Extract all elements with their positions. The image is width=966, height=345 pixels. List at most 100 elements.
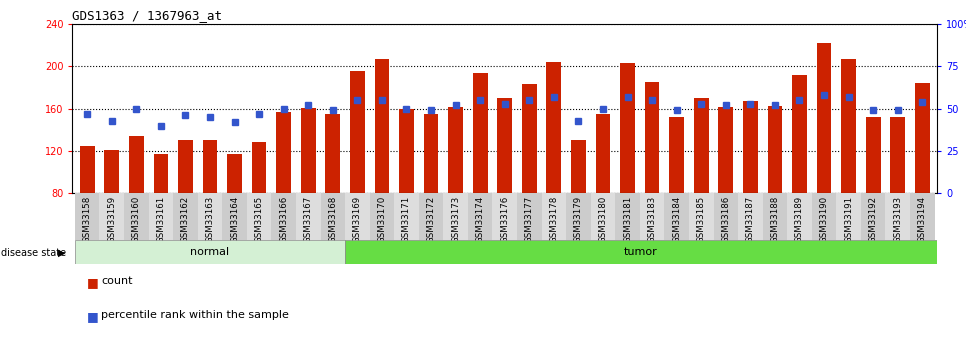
Text: GSM33192: GSM33192 xyxy=(868,196,878,243)
Text: GSM33167: GSM33167 xyxy=(303,196,313,243)
Text: GSM33187: GSM33187 xyxy=(746,196,754,243)
Bar xyxy=(80,146,95,193)
Text: GSM33162: GSM33162 xyxy=(181,196,190,243)
Text: GSM33193: GSM33193 xyxy=(894,196,902,243)
Text: GSM33189: GSM33189 xyxy=(795,196,804,243)
Text: GSM33160: GSM33160 xyxy=(131,196,141,243)
Text: GSM33194: GSM33194 xyxy=(918,196,926,243)
Bar xyxy=(547,62,561,193)
Text: ■: ■ xyxy=(87,276,99,289)
Bar xyxy=(104,150,119,193)
Text: GSM33180: GSM33180 xyxy=(599,196,608,243)
Bar xyxy=(424,114,439,193)
Bar xyxy=(345,240,937,264)
Bar xyxy=(198,193,222,240)
Bar xyxy=(375,59,389,193)
Text: GSM33172: GSM33172 xyxy=(427,196,436,243)
Bar xyxy=(99,193,124,240)
Text: GSM33158: GSM33158 xyxy=(83,196,92,243)
Text: GSM33185: GSM33185 xyxy=(696,196,706,243)
Bar xyxy=(689,193,714,240)
Bar xyxy=(792,75,807,193)
Bar xyxy=(886,193,910,240)
Text: GSM33164: GSM33164 xyxy=(230,196,239,243)
Text: GSM33170: GSM33170 xyxy=(378,196,386,243)
Text: ▶: ▶ xyxy=(58,248,66,257)
Text: GSM33165: GSM33165 xyxy=(255,196,264,243)
Text: normal: normal xyxy=(190,247,230,257)
Text: GSM33188: GSM33188 xyxy=(771,196,780,243)
Text: GSM33183: GSM33183 xyxy=(647,196,657,243)
Bar xyxy=(866,117,881,193)
Bar xyxy=(738,193,762,240)
Text: GSM33186: GSM33186 xyxy=(722,196,730,243)
Bar xyxy=(639,193,665,240)
Bar xyxy=(321,193,345,240)
Bar xyxy=(222,193,247,240)
Bar xyxy=(350,71,365,193)
Text: GSM33178: GSM33178 xyxy=(550,196,558,243)
Bar xyxy=(743,101,757,193)
Bar xyxy=(542,193,566,240)
Bar xyxy=(448,107,463,193)
Bar xyxy=(596,114,611,193)
Bar xyxy=(399,109,413,193)
Bar xyxy=(811,193,837,240)
Bar xyxy=(816,43,832,193)
Bar xyxy=(762,193,787,240)
Bar xyxy=(497,98,512,193)
Text: GSM33174: GSM33174 xyxy=(475,196,485,243)
Bar xyxy=(472,73,488,193)
Text: GSM33169: GSM33169 xyxy=(353,196,362,243)
Bar xyxy=(910,193,934,240)
Text: GSM33173: GSM33173 xyxy=(451,196,460,243)
Bar xyxy=(178,140,193,193)
Bar xyxy=(394,193,419,240)
Text: GSM33176: GSM33176 xyxy=(500,196,509,243)
Text: GSM33171: GSM33171 xyxy=(402,196,411,243)
Bar xyxy=(768,106,782,193)
Text: GSM33181: GSM33181 xyxy=(623,196,632,243)
Bar xyxy=(694,98,709,193)
Text: GSM33163: GSM33163 xyxy=(206,196,214,243)
Bar xyxy=(75,193,99,240)
Bar xyxy=(468,193,493,240)
Bar xyxy=(590,193,615,240)
Bar xyxy=(271,193,296,240)
Bar xyxy=(296,193,321,240)
Text: GSM33168: GSM33168 xyxy=(328,196,337,243)
Bar xyxy=(669,117,684,193)
Bar xyxy=(644,82,660,193)
Bar xyxy=(173,193,198,240)
Bar xyxy=(493,193,517,240)
Bar xyxy=(841,59,856,193)
Text: GSM33177: GSM33177 xyxy=(525,196,534,243)
Bar xyxy=(837,193,861,240)
Bar xyxy=(443,193,468,240)
Bar xyxy=(203,140,217,193)
Bar xyxy=(714,193,738,240)
Bar xyxy=(861,193,886,240)
Text: GSM33190: GSM33190 xyxy=(819,196,829,243)
Text: GSM33184: GSM33184 xyxy=(672,196,681,243)
Bar xyxy=(517,193,542,240)
Bar xyxy=(75,240,345,264)
Text: GSM33159: GSM33159 xyxy=(107,196,116,243)
Bar xyxy=(300,108,316,193)
Bar xyxy=(620,63,635,193)
Text: ■: ■ xyxy=(87,310,99,324)
Text: GSM33179: GSM33179 xyxy=(574,196,582,243)
Bar xyxy=(252,142,267,193)
Text: GSM33166: GSM33166 xyxy=(279,196,288,243)
Bar xyxy=(128,136,144,193)
Text: GSM33161: GSM33161 xyxy=(156,196,165,243)
Bar xyxy=(370,193,394,240)
Text: tumor: tumor xyxy=(624,247,658,257)
Bar xyxy=(276,112,291,193)
Bar xyxy=(891,117,905,193)
Bar xyxy=(915,83,929,193)
Bar xyxy=(227,154,242,193)
Bar xyxy=(149,193,173,240)
Bar xyxy=(566,193,590,240)
Bar xyxy=(719,107,733,193)
